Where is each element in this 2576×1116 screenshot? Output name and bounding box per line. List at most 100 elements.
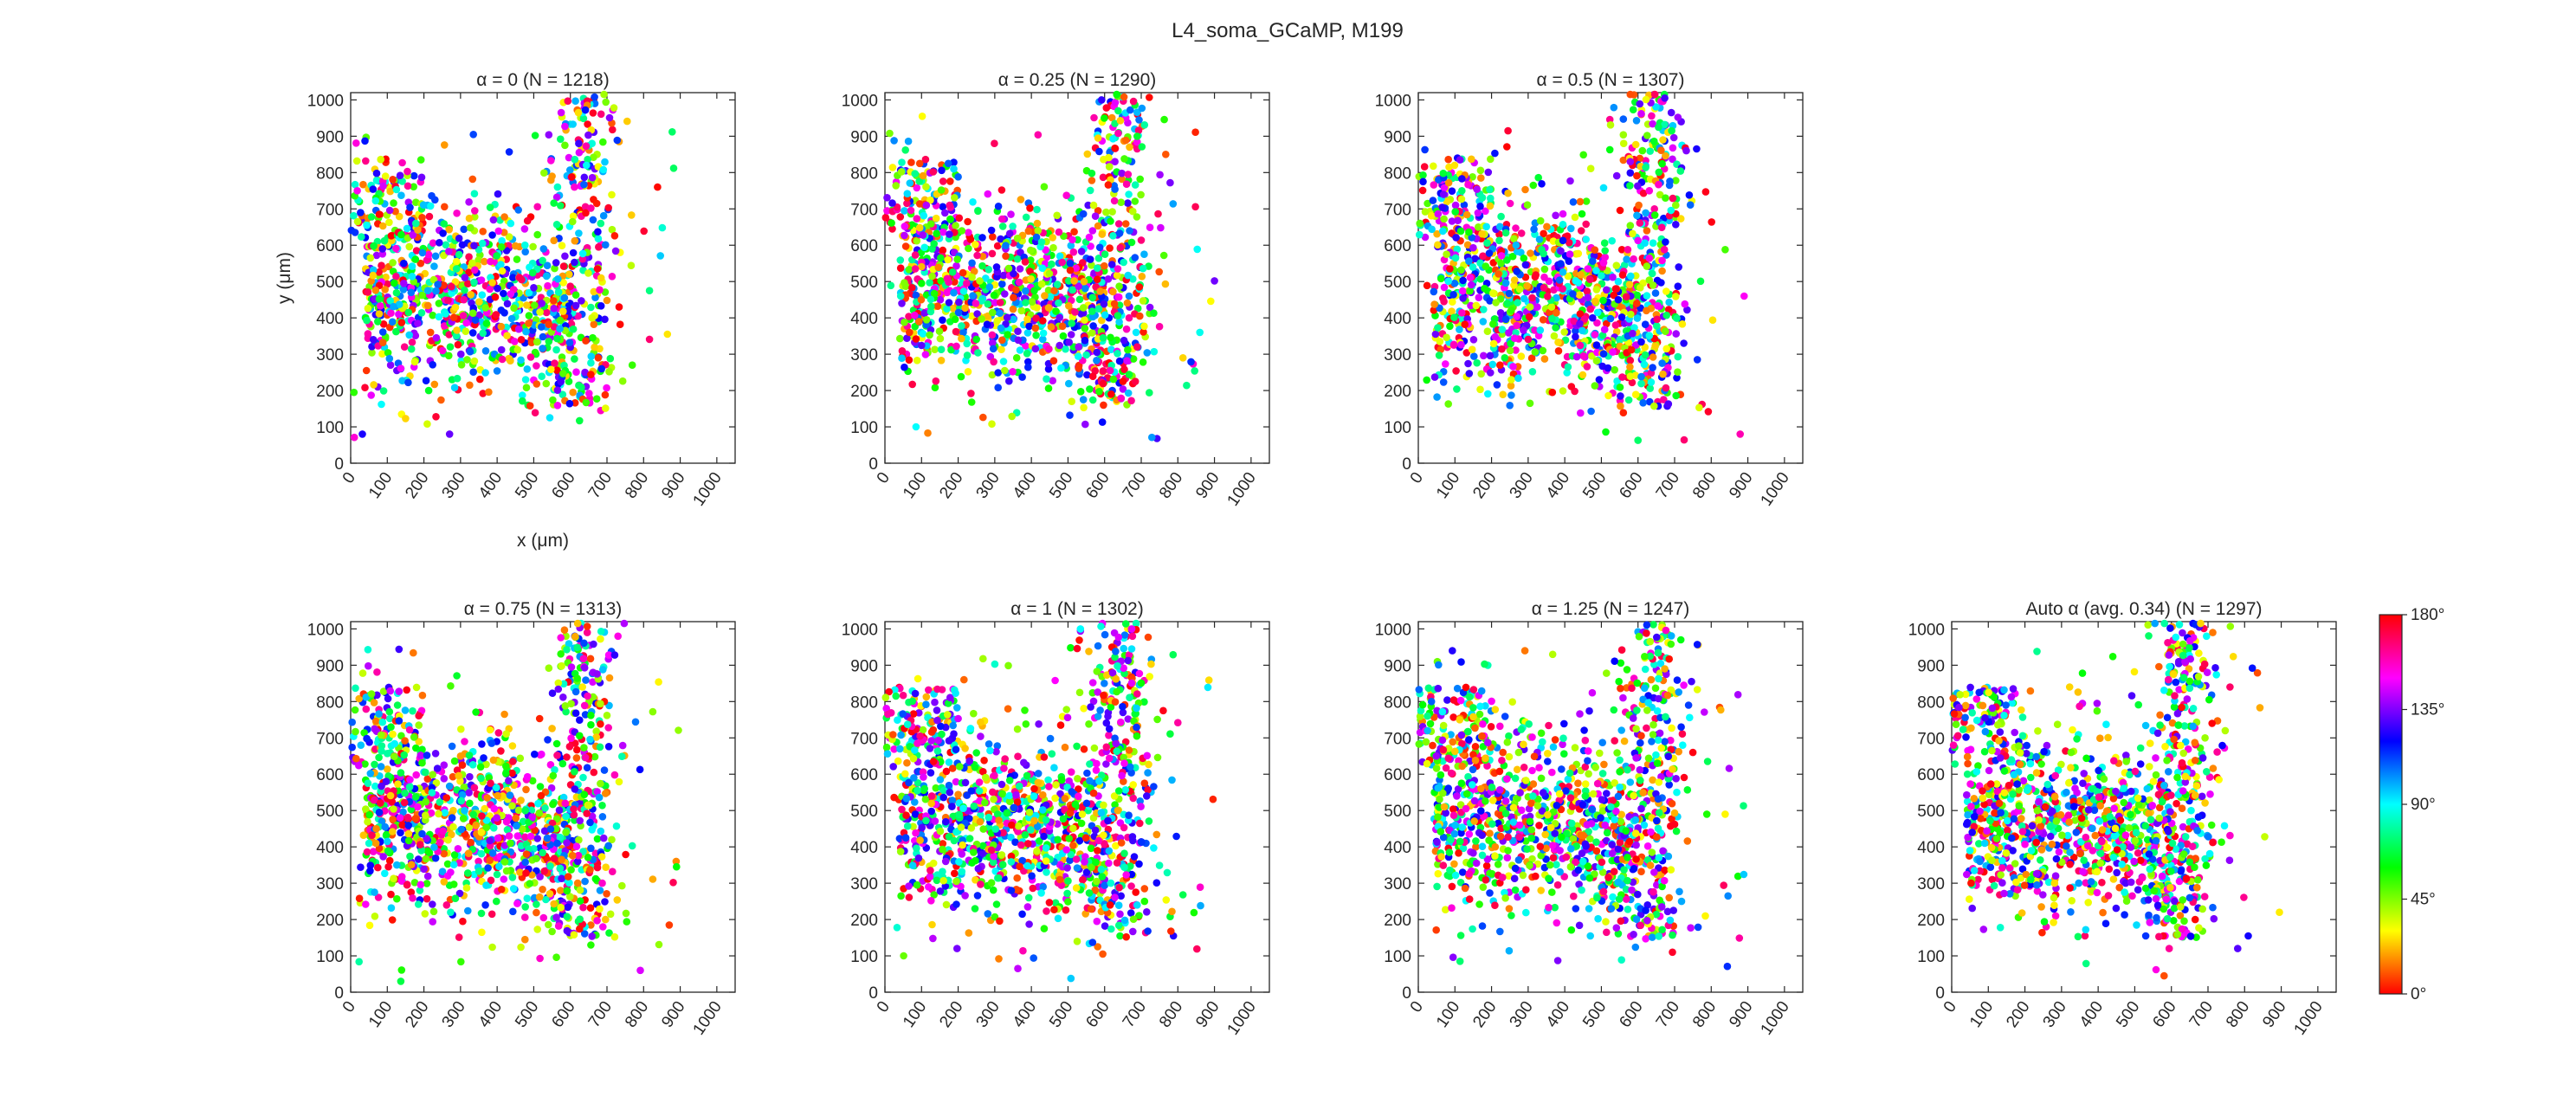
scatter-point: [1680, 339, 1688, 347]
scatter-point: [602, 404, 610, 412]
scatter-point: [1559, 387, 1567, 395]
scatter-point: [357, 863, 365, 871]
scatter-point: [1434, 324, 1442, 332]
scatter-point: [391, 279, 398, 287]
scatter-point: [1124, 271, 1133, 280]
scatter-point: [445, 352, 453, 360]
scatter-point: [1095, 147, 1103, 156]
scatter-point: [1044, 287, 1053, 294]
scatter-point: [1544, 293, 1552, 300]
scatter-point: [593, 917, 601, 925]
scatter-point: [1111, 158, 1119, 165]
scatter-point: [550, 304, 558, 313]
scatter-point: [1101, 311, 1109, 319]
scatter-point: [1467, 301, 1475, 310]
scatter-point: [640, 227, 648, 235]
scatter-point: [645, 335, 654, 344]
scatter-point: [592, 395, 601, 403]
scatter-point: [1523, 281, 1531, 290]
scatter-point: [1626, 372, 1635, 381]
scatter-point: [494, 729, 503, 737]
scatter-point: [1579, 352, 1587, 360]
scatter-point: [448, 814, 456, 822]
scatter-point: [1087, 242, 1094, 250]
scatter-point: [1075, 364, 1082, 372]
scatter-point: [1119, 377, 1127, 385]
scatter-point: [1517, 352, 1526, 360]
scatter-point: [1439, 190, 1448, 198]
scatter-point: [1605, 145, 1614, 154]
scatter-point: [1654, 302, 1662, 310]
x-tick-label: 300: [1507, 469, 1537, 502]
scatter-point: [605, 674, 614, 682]
scatter-point: [1049, 377, 1056, 385]
x-tick-label: 1000: [689, 998, 725, 1039]
scatter-point: [369, 185, 378, 193]
scatter-point: [426, 328, 435, 337]
scatter-point: [1122, 180, 1131, 188]
scatter-point: [1476, 166, 1485, 175]
scatter-point: [1469, 243, 1477, 252]
scatter-point: [631, 718, 640, 726]
scatter-point: [1589, 313, 1597, 322]
scatter-point: [1686, 201, 1695, 209]
scatter-point: [411, 332, 420, 340]
scatter-point: [581, 106, 590, 114]
scatter-point: [1658, 267, 1666, 275]
scatter-point: [369, 266, 378, 274]
scatter-point: [1629, 106, 1637, 113]
scatter-point: [1524, 335, 1533, 344]
scatter-point: [1506, 402, 1514, 410]
scatter-point: [907, 206, 915, 215]
scatter-point: [987, 226, 996, 235]
scatter-point: [442, 241, 450, 249]
scatter-point: [1122, 325, 1131, 333]
scatter-point: [551, 359, 558, 367]
scatter-point: [1150, 309, 1158, 318]
scatter-point: [1109, 135, 1117, 143]
scatter-point: [1419, 177, 1427, 186]
scatter-point: [974, 207, 982, 216]
scatter-point: [906, 179, 914, 187]
scatter-point: [494, 284, 501, 293]
scatter-point: [968, 259, 976, 268]
scatter-point: [1086, 255, 1094, 263]
scatter-point: [514, 806, 523, 815]
scatter-point: [1624, 246, 1632, 254]
scatter-point: [581, 368, 589, 377]
scatter-point: [481, 347, 490, 355]
scatter-point: [573, 879, 582, 887]
scatter-point: [913, 357, 921, 364]
scatter-point: [520, 225, 529, 233]
y-tick-label: 300: [316, 875, 344, 893]
scatter-point: [466, 381, 474, 390]
scatter-point: [400, 259, 408, 268]
scatter-point: [452, 257, 461, 266]
scatter-point: [1592, 357, 1601, 365]
scatter-point: [1535, 235, 1544, 243]
scatter-point: [1146, 389, 1153, 397]
scatter-point: [419, 201, 428, 209]
scatter-point: [1599, 296, 1607, 305]
scatter-point: [1034, 227, 1043, 235]
scatter-point: [490, 804, 499, 813]
scatter-point: [1614, 295, 1623, 304]
scatter-point: [939, 316, 946, 325]
scatter-point: [1619, 115, 1628, 123]
scatter-point: [426, 202, 435, 210]
scatter-point: [954, 173, 962, 181]
scatter-point: [1055, 228, 1063, 236]
scatter-point: [1641, 239, 1649, 248]
scatter-point: [455, 933, 463, 941]
scatter-point: [1047, 323, 1056, 331]
scatter-point: [505, 832, 513, 840]
scatter-point: [1611, 321, 1620, 329]
scatter-point: [582, 398, 591, 407]
scatter-point: [926, 196, 934, 204]
scatter-point: [1005, 377, 1013, 385]
scatter-point: [565, 270, 573, 279]
scatter-point: [1572, 327, 1579, 335]
scatter-point: [618, 377, 627, 385]
scatter-point: [896, 213, 905, 221]
scatter-point: [548, 927, 556, 936]
